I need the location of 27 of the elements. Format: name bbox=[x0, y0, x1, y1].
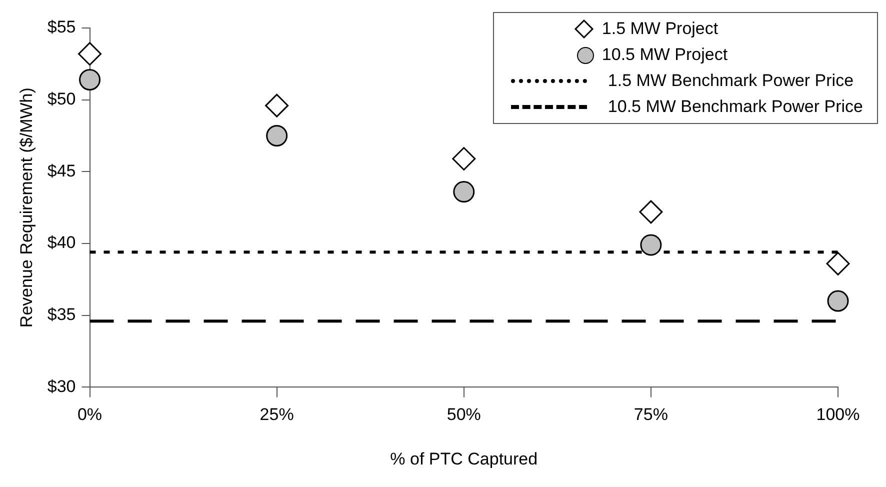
point bbox=[827, 290, 849, 312]
x-tick-label: 75% bbox=[634, 405, 668, 424]
legend-label: 10.5 MW Benchmark Power Price bbox=[608, 96, 863, 118]
x-tick-label: 100% bbox=[816, 405, 860, 424]
x-axis-title: % of PTC Captured bbox=[390, 449, 538, 468]
point bbox=[640, 234, 662, 256]
point bbox=[826, 252, 850, 276]
y-tick-label: $30 bbox=[47, 376, 76, 396]
y-axis-title: Revenue Requirement ($/MWh) bbox=[16, 88, 36, 328]
y-tick-label: $45 bbox=[47, 161, 76, 180]
y-tick-label: $35 bbox=[47, 305, 76, 324]
x-tick-label: 25% bbox=[260, 405, 294, 424]
y-tick-label: $40 bbox=[47, 233, 76, 252]
point bbox=[266, 125, 288, 147]
point bbox=[452, 147, 476, 170]
point bbox=[453, 181, 475, 203]
legend-label: 1.5 MW Project bbox=[602, 18, 718, 40]
point bbox=[639, 200, 663, 224]
legend-label: 1.5 MW Benchmark Power Price bbox=[608, 70, 854, 92]
legend-label: 10.5 MW Project bbox=[602, 44, 728, 66]
x-tick-label: 50% bbox=[446, 405, 481, 424]
point bbox=[78, 42, 102, 66]
x-tick-label: 0% bbox=[77, 405, 102, 424]
point bbox=[265, 94, 289, 118]
y-tick-label: $50 bbox=[47, 90, 76, 109]
y-tick-label: $55 bbox=[47, 18, 76, 37]
point bbox=[79, 68, 101, 90]
